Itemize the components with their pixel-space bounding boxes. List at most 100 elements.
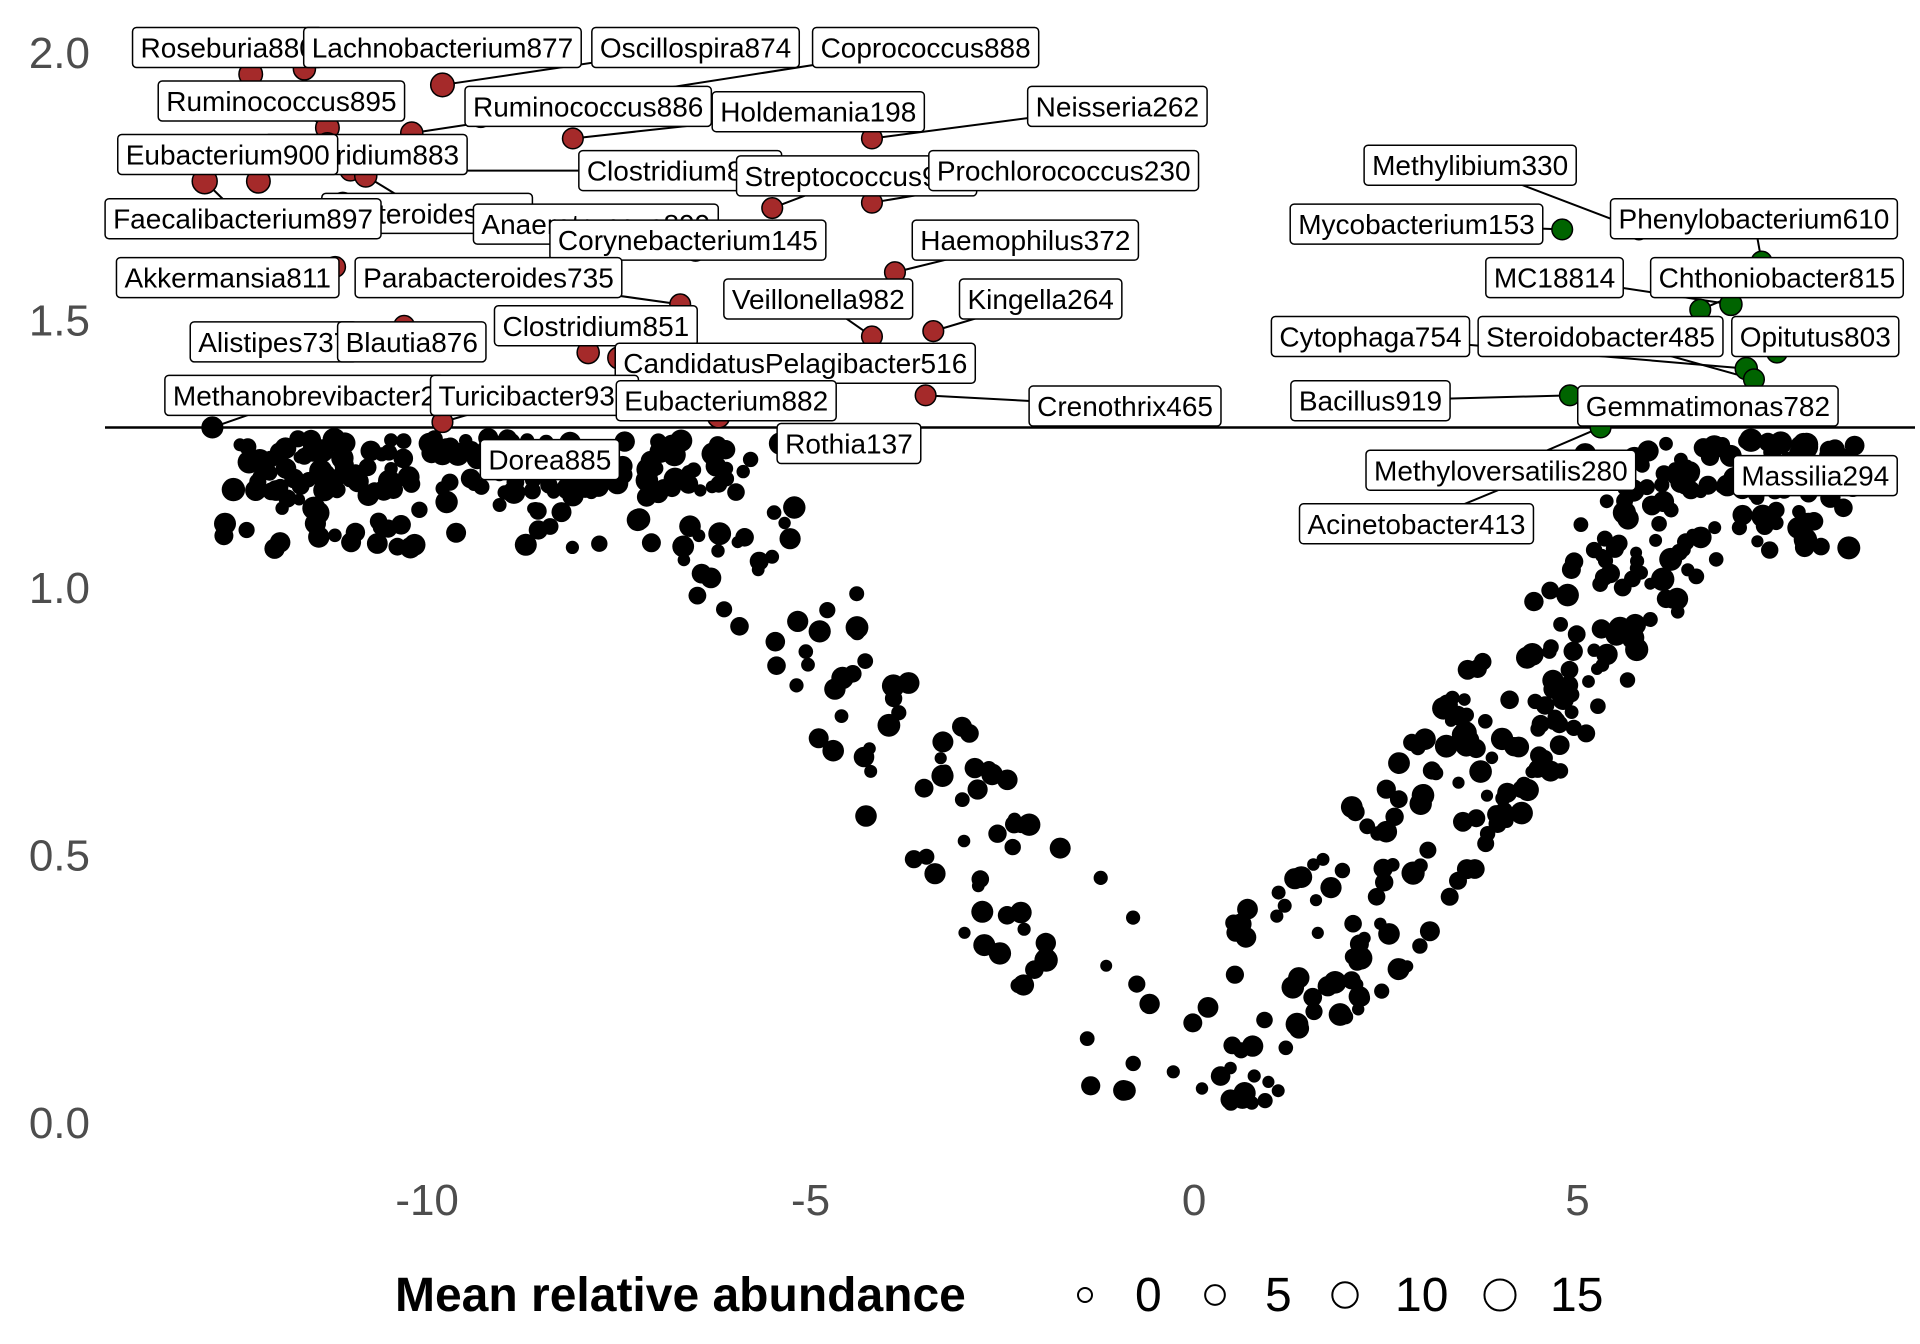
point-label: Dorea885 (479, 438, 621, 481)
point-label-text: Methanobrevibacter2 (173, 380, 436, 411)
data-point (1536, 750, 1553, 767)
data-point (1549, 735, 1570, 755)
data-point (716, 601, 733, 618)
data-point (1768, 441, 1781, 454)
point-label: Mycobacterium153 (1289, 203, 1544, 245)
data-point (1693, 438, 1714, 458)
point-label: Acinetobacter413 (1298, 503, 1535, 545)
data-point (1651, 516, 1667, 532)
data-point (1049, 837, 1071, 859)
data-point (1610, 534, 1628, 552)
data-point (1755, 507, 1777, 529)
point-label: Ruminococcus886 (464, 85, 713, 128)
data-point (1412, 938, 1428, 954)
data-point (334, 460, 357, 483)
data-point (845, 616, 869, 639)
data-point (1563, 641, 1583, 661)
data-point (1017, 922, 1031, 936)
point-label-text: Massilia294 (1741, 461, 1889, 492)
data-point (1698, 475, 1718, 495)
data-point (269, 532, 291, 553)
data-point (1469, 760, 1492, 783)
data-point (1732, 504, 1753, 526)
data-point (1374, 983, 1390, 999)
x-axis-ticks: -10 -5 0 5 (395, 1176, 1589, 1225)
legend-entry-label: 10 (1395, 1269, 1448, 1322)
data-point (1414, 728, 1436, 750)
data-point (967, 779, 988, 800)
point-label-box (1298, 503, 1535, 545)
data-point (261, 464, 278, 481)
data-point (1233, 1042, 1250, 1059)
point-label-text: Akkermansia811 (124, 263, 330, 294)
data-point (1389, 790, 1408, 809)
data-point (1577, 724, 1596, 743)
point-label: Crenothrix465 (1028, 385, 1222, 427)
data-point (1334, 862, 1351, 879)
point-label-text: Neisseria262 (1036, 91, 1199, 122)
data-point (1659, 547, 1683, 571)
data-point (238, 521, 255, 539)
data-point (765, 631, 786, 652)
data-point (789, 678, 804, 693)
data-point (1630, 554, 1645, 569)
data-point (881, 674, 905, 698)
point-label-text: Methyloversatilis280 (1374, 455, 1628, 486)
data-point (411, 501, 428, 518)
point-label: Methyloversatilis280 (1365, 449, 1637, 492)
data-point (628, 508, 651, 531)
data-point (1510, 801, 1533, 825)
point-label: Steroidobacter485 (1477, 315, 1724, 358)
data-point (971, 879, 985, 893)
point-label: Prochlorococcus230 (928, 149, 1200, 192)
data-point (1007, 812, 1022, 826)
labeled-data-point (429, 72, 455, 98)
data-point (1349, 934, 1369, 954)
data-point (719, 461, 734, 476)
data-point (924, 863, 946, 885)
point-label-text: Haemophilus372 (920, 225, 1130, 256)
data-point (446, 522, 467, 543)
point-label-text: Blautia876 (346, 327, 478, 358)
point-label-box (776, 422, 922, 465)
point-label-box (1477, 315, 1724, 358)
point-label-box (115, 256, 340, 299)
y-tick-label: 0.5 (29, 832, 90, 881)
data-point (1495, 802, 1513, 820)
point-label-text: Kingella264 (968, 284, 1114, 315)
data-point (441, 473, 459, 491)
data-point (1651, 567, 1675, 591)
point-label-box (711, 90, 926, 133)
data-point (1642, 495, 1662, 516)
data-point (988, 824, 1007, 843)
data-point (1556, 583, 1579, 607)
data-point (891, 705, 907, 721)
data-point (1613, 578, 1632, 597)
data-point (372, 520, 387, 535)
data-point (1367, 888, 1386, 906)
data-point (1388, 752, 1410, 774)
data-point (1524, 591, 1544, 612)
data-point (280, 460, 293, 473)
data-point (877, 713, 901, 737)
point-label: Rothia137 (776, 422, 922, 465)
data-point (1596, 643, 1618, 666)
data-point (1387, 958, 1410, 981)
data-point (971, 900, 994, 923)
point-label-box (1026, 85, 1208, 128)
data-point (730, 617, 749, 636)
data-point (395, 433, 412, 449)
data-point (1017, 813, 1041, 836)
point-label-box (1649, 256, 1905, 299)
data-point (1305, 1002, 1323, 1021)
data-point (1428, 765, 1444, 781)
data-point (551, 502, 572, 523)
point-label-text: Clostridium851 (502, 311, 689, 342)
point-label-text: Oscillospira874 (600, 32, 791, 63)
data-point (1497, 782, 1518, 803)
point-label-text: Phenylobacterium610 (1619, 204, 1890, 235)
data-point (1375, 873, 1394, 892)
data-point (399, 537, 422, 559)
data-point (1225, 965, 1244, 984)
